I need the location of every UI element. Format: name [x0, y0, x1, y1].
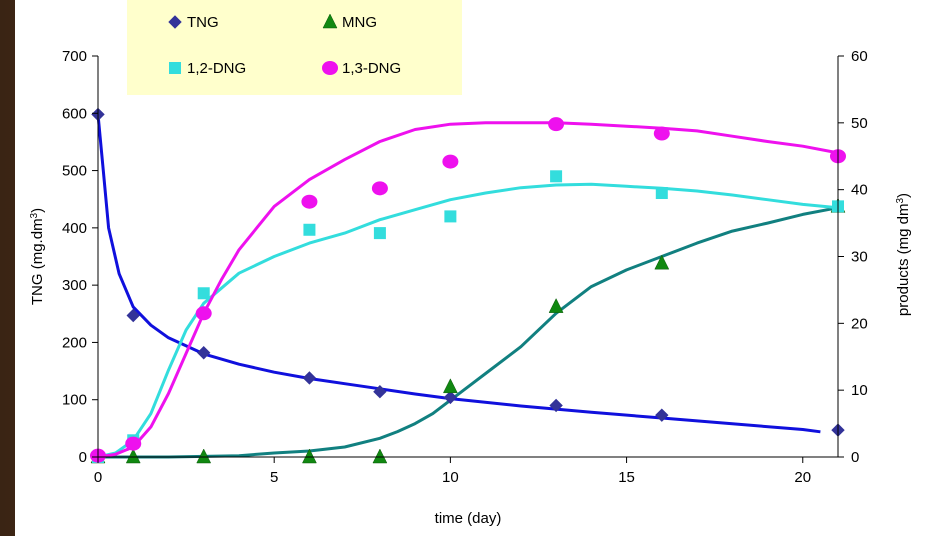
data-point-tng: [197, 346, 211, 360]
left-tick-label: 300: [62, 277, 87, 294]
left-axis-title: TNG (mg.dm3): [29, 208, 47, 305]
data-point-tng: [549, 398, 563, 413]
legend-label: TNG: [187, 14, 219, 31]
data-point-mng: [442, 378, 458, 394]
legend-label: 1,3-DNG: [342, 60, 401, 77]
left-tick-label: 500: [62, 163, 87, 180]
data-point-1-2-dng: [655, 187, 668, 200]
x-tick-label: 5: [270, 469, 278, 486]
fit-curve-1-3-dng: [97, 121, 839, 459]
data-point-mng: [196, 448, 212, 464]
left-tick-label: 600: [62, 105, 87, 122]
left-tick-label: 0: [79, 449, 87, 466]
data-point-tng: [655, 408, 669, 422]
data-point-1-2-dng: [444, 210, 457, 223]
left-tick-label: 700: [62, 48, 87, 65]
left-tick-label: 100: [62, 392, 87, 409]
fit-curve-mng: [98, 206, 839, 459]
right-tick-label: 20: [851, 315, 868, 332]
data-point-1-3-dng: [195, 306, 212, 321]
data-point-1-3-dng: [548, 117, 565, 132]
right-tick-label: 0: [851, 449, 859, 466]
legend-label: MNG: [342, 14, 377, 31]
legend: TNG MNG 1,2-DNG 1,3-DNG: [127, 0, 462, 95]
fit-curve-tng: [96, 114, 821, 434]
data-point-mng: [372, 448, 388, 464]
chart-panel: 0 100 200 300 400 500 600 700 0 10 20 30 40 50 60 0 5 10 1…: [15, 0, 933, 536]
legend-label: 1,2-DNG: [187, 60, 246, 77]
right-tick-label: 50: [851, 115, 868, 132]
data-point-tng: [443, 390, 458, 405]
legend-marker: [168, 15, 182, 29]
data-point-1-2-dng: [303, 223, 316, 236]
data-point-mng: [125, 448, 141, 464]
data-point-1-3-dng: [442, 154, 459, 169]
right-tick-label: 40: [851, 182, 868, 199]
data-point-mng: [654, 254, 670, 270]
x-axis-title: time (day): [435, 510, 502, 527]
right-tick-label: 60: [851, 48, 868, 65]
data-point-mng: [302, 448, 317, 464]
x-tick-label: 0: [94, 469, 102, 486]
data-point-1-2-dng: [550, 170, 563, 183]
x-tick-label: 20: [794, 469, 811, 486]
x-tick-label: 10: [442, 469, 459, 486]
data-point-1-2-dng: [197, 287, 210, 300]
right-tick-label: 30: [851, 249, 868, 266]
left-tick-label: 200: [62, 334, 87, 351]
data-point-1-3-dng: [653, 126, 670, 141]
right-tick-label: 10: [851, 382, 868, 399]
x-tick-label: 15: [618, 469, 635, 486]
legend-marker: [322, 61, 338, 75]
data-point-mng: [548, 298, 564, 313]
legend-marker: [169, 62, 181, 74]
plot-layer: [90, 107, 846, 464]
data-point-1-3-dng: [301, 194, 318, 209]
data-point-1-2-dng: [373, 227, 386, 240]
fit-curve-1-2-dng: [97, 182, 839, 459]
data-point-tng: [302, 371, 317, 385]
data-point-tng: [373, 384, 387, 399]
legend-marker: [322, 13, 338, 29]
left-tick-label: 400: [62, 220, 87, 237]
data-point-1-3-dng: [125, 436, 142, 451]
data-point-1-3-dng: [371, 181, 388, 196]
data-point-tng: [126, 308, 140, 323]
right-axis-title: products (mg dm3): [895, 193, 913, 316]
legend-box: [127, 0, 462, 95]
